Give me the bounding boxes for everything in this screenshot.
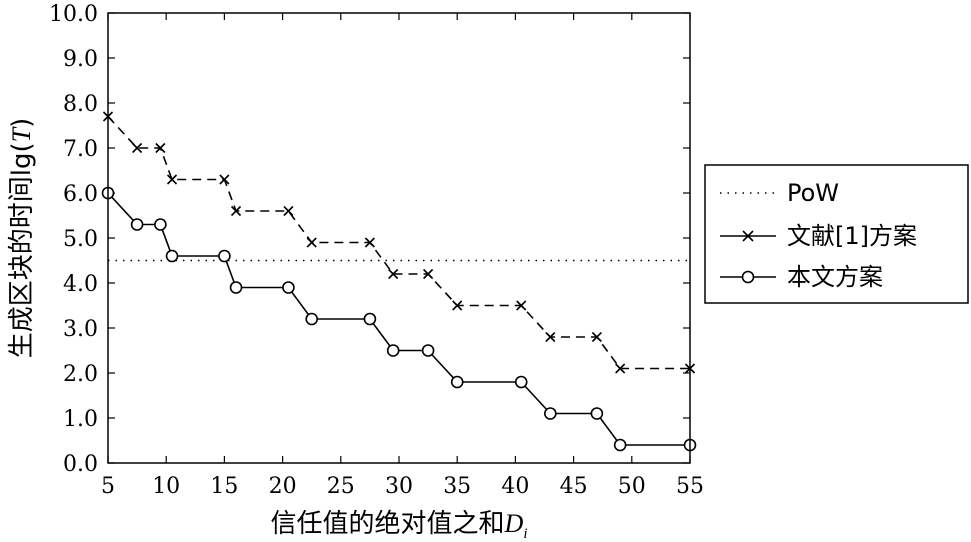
x-tick-label: 5 (101, 474, 115, 499)
series-line-ref1 (107, 115, 690, 370)
x-tick-label: 40 (501, 474, 529, 499)
legend-label-pow: PoW (787, 179, 839, 207)
series-ours (101, 186, 697, 452)
data-point-x-marker (364, 237, 375, 248)
y-tick-label: 5.0 (63, 227, 98, 252)
legend-entry-ours: 本文方案 (720, 263, 883, 291)
legend: PoW 文献[1]方案 本文方案 (704, 164, 969, 304)
y-tick-label: 0.0 (63, 452, 98, 477)
series-layer (101, 111, 697, 452)
data-point-x-marker (545, 331, 556, 343)
legend-entry-ref1: 文献[1]方案 (720, 222, 917, 250)
x-tick-label: 55 (676, 474, 704, 499)
legend-label-ref1: 文献[1]方案 (787, 222, 917, 250)
x-tick-label: 45 (560, 474, 588, 499)
series-line-ours (107, 192, 690, 446)
data-point-circle-marker (130, 218, 144, 231)
data-point-circle-marker (386, 344, 400, 357)
data-point-x-marker (388, 268, 399, 280)
x-tick-label: 35 (443, 474, 471, 499)
data-point-circle-marker (305, 312, 319, 326)
data-point-x-marker (615, 363, 626, 374)
x-tick-label: 30 (385, 474, 413, 499)
legend-entry-pow: PoW (720, 179, 839, 207)
data-point-circle-marker (282, 281, 295, 294)
legend-label-ours: 本文方案 (787, 263, 883, 291)
data-point-x-marker (155, 142, 166, 154)
y-tick-label: 7.0 (63, 137, 98, 162)
data-point-x-marker (423, 268, 434, 280)
data-point-circle-marker (154, 218, 167, 231)
ticks-layer: 5 10 15 20 25 30 35 40 45 50 55 0.0 1.0 2.0 3.0 4.0 5.0 6… (49, 2, 704, 499)
data-point-x-marker (230, 205, 242, 217)
data-point-circle-marker (590, 407, 604, 420)
x-tick-label: 15 (210, 474, 238, 499)
series-ref1 (102, 111, 696, 374)
data-point-circle-marker (544, 407, 557, 420)
y-tick-label: 2.0 (63, 362, 98, 387)
x-tick-label: 50 (618, 474, 646, 499)
data-point-x-marker (219, 174, 230, 185)
data-point-x-marker (516, 300, 527, 311)
data-point-x-marker (452, 300, 463, 311)
y-tick-label: 10.0 (49, 2, 98, 27)
data-point-circle-marker (363, 312, 377, 326)
data-point-x-marker (132, 142, 143, 154)
legend-marker-ref1 (742, 230, 754, 242)
plot-frame (107, 12, 691, 464)
y-tick-label: 4.0 (63, 272, 98, 297)
x-tick-label: 10 (152, 474, 180, 499)
data-point-x-marker (283, 205, 294, 217)
data-point-x-marker (306, 237, 317, 248)
data-point-x-marker (591, 331, 602, 343)
legend-marker-ours (741, 270, 755, 284)
x-axis-title: 信任值的绝对值之和Di (271, 509, 528, 542)
data-point-circle-marker (514, 375, 528, 389)
y-tick-label: 8.0 (63, 92, 98, 117)
data-point-circle-marker (450, 375, 464, 389)
x-tick-label: 20 (269, 474, 297, 499)
data-point-circle-marker (229, 281, 243, 294)
data-point-circle-marker (613, 438, 627, 452)
y-axis-title: 生成区块的时间lg(T) (7, 118, 37, 359)
data-point-circle-marker (421, 344, 435, 357)
x-tick-label: 25 (327, 474, 355, 499)
data-point-circle-marker (165, 249, 179, 263)
y-tick-label: 9.0 (63, 47, 98, 72)
y-tick-label: 1.0 (63, 407, 98, 432)
data-point-circle-marker (218, 249, 231, 263)
y-tick-label: 3.0 (63, 317, 98, 342)
y-tick-label: 6.0 (63, 182, 98, 207)
data-point-x-marker (166, 174, 178, 185)
